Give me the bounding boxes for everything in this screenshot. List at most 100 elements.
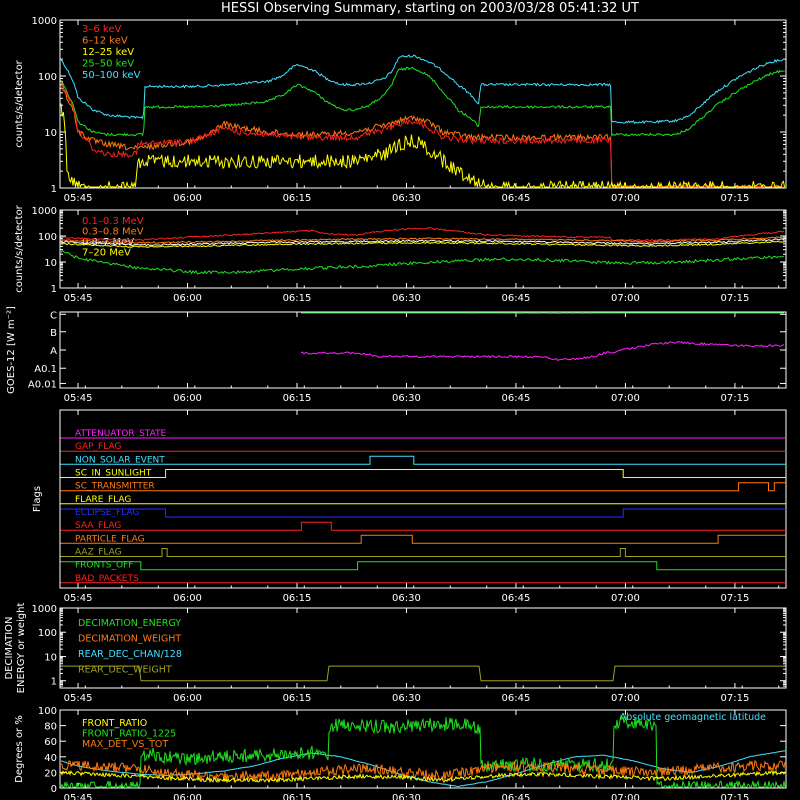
y-tick-label: 1 xyxy=(51,184,57,195)
flag-label: SAA_FLAG xyxy=(75,521,121,531)
flag-trace xyxy=(60,469,786,478)
series-line xyxy=(61,240,785,248)
figure-title: HESSI Observing Summary, starting on 200… xyxy=(221,1,639,16)
flag-label: SC_TRANSMITTER xyxy=(75,482,155,492)
x-tick-label: 06:00 xyxy=(173,693,202,704)
x-tick-label: 05:45 xyxy=(64,293,93,304)
y-axis-label: ENERGY or weight xyxy=(16,603,27,694)
x-tick-label: 06:30 xyxy=(392,593,421,604)
x-tick-label: 06:15 xyxy=(283,293,312,304)
flag-trace xyxy=(60,534,786,544)
series-line xyxy=(60,54,785,125)
panel-ratios: 05:45 06:00 06:15 06:30 06:45 07:00 07:15 0 20 40… xyxy=(14,706,787,800)
flag-label: SC_IN_SUNLIGHT xyxy=(75,469,152,479)
y-tick-label: 100 xyxy=(38,706,57,717)
x-tick-label: 05:45 xyxy=(64,193,93,204)
y-tick-label: 80 xyxy=(44,722,57,733)
panels: 05:45 06:00 06:15 06:30 06:45 07:00 07:1511010… xyxy=(4,16,787,800)
flag-trace xyxy=(60,508,786,518)
legend-entry: DECIMATION_WEIGHT xyxy=(78,634,181,645)
x-tick-label: 06:15 xyxy=(283,693,312,704)
panel-flags: 05:45 06:00 06:15 06:30 06:45 07:00 07:15 ATTEN… xyxy=(32,409,787,604)
x-tick-label: 06:15 xyxy=(283,593,312,604)
x-tick-label: 06:00 xyxy=(173,393,202,404)
y-axis-label: counts/s/detector xyxy=(14,59,25,147)
y-tick-label: 0 xyxy=(51,784,57,795)
y-tick-label: 1000 xyxy=(32,16,57,27)
legend-entry: 12–25 keV xyxy=(82,47,134,58)
legend-entry: 0.1–0.3 MeV xyxy=(82,216,144,227)
legend-entry: 25–50 keV xyxy=(82,59,134,70)
legend-entry: FRONT_RATIO xyxy=(82,718,147,729)
x-tick-label: 06:45 xyxy=(502,593,531,604)
flag-trace xyxy=(60,521,786,531)
x-tick-label: 07:15 xyxy=(720,593,749,604)
y-tick-label: A0.1 xyxy=(34,364,57,375)
flag-label: FLARE_FLAG xyxy=(75,495,131,505)
panel-high-energy: 05:45 06:00 06:15 06:30 06:45 07:00 07:15 1 10 10… xyxy=(14,204,787,304)
y-axis-label: GOES-12 [W m⁻²] xyxy=(6,306,17,394)
y-axis-label: Flags xyxy=(32,486,43,512)
x-tick-label: 07:15 xyxy=(720,193,749,204)
flag-label: NON_SOLAR_EVENT xyxy=(75,455,165,465)
y-tick-label: 60 xyxy=(44,737,57,748)
x-tick-label: 06:45 xyxy=(502,793,531,800)
y-axis-label: Degrees or % xyxy=(14,715,25,783)
series-line xyxy=(60,85,785,188)
panel-frame xyxy=(59,607,787,689)
x-tick-label: 07:00 xyxy=(611,693,640,704)
flag-label: ECLIPSE_FLAG xyxy=(75,508,139,518)
y-tick-label: 1 xyxy=(51,284,57,295)
x-tick-label: 06:30 xyxy=(392,293,421,304)
x-tick-label: 06:15 xyxy=(283,793,312,800)
y-tick-label: 100 xyxy=(38,628,57,639)
panel-frame xyxy=(59,209,787,289)
series-line xyxy=(60,715,786,789)
legend-entry: 0.8–7 MeV xyxy=(82,237,134,248)
series-line xyxy=(60,103,786,189)
legend-entry: 3–6 keV xyxy=(82,24,121,35)
series-line xyxy=(60,227,785,242)
x-tick-label: 07:15 xyxy=(720,693,749,704)
y-axis-label: counts/s/detector xyxy=(14,204,25,292)
x-tick-label: 06:30 xyxy=(392,193,421,204)
legend-entry: DECIMATION_ENERGY xyxy=(78,618,181,629)
panel-frame xyxy=(59,19,787,189)
x-tick-label: 06:00 xyxy=(173,593,202,604)
x-tick-label: 06:45 xyxy=(502,293,531,304)
annotation-label: Absolute geomagnetic latitude xyxy=(620,712,766,723)
legend-entry: 50–100 keV xyxy=(82,70,141,81)
x-tick-label: 07:00 xyxy=(611,393,640,404)
flag-label: AAZ_FLAG xyxy=(75,548,122,558)
series-line xyxy=(60,236,785,244)
x-tick-label: 05:45 xyxy=(64,693,93,704)
panel-decimation: 05:45 06:00 06:15 06:30 06:45 07:00 07:15 1 10 10… xyxy=(4,603,787,704)
x-tick-label: 06:00 xyxy=(173,793,202,800)
legend-entry: REAR_DEC_CHAN/128 xyxy=(78,649,182,660)
y-tick-label: 40 xyxy=(44,753,57,764)
panel-frame xyxy=(59,709,787,789)
y-axis-label: DECIMATION xyxy=(4,616,15,679)
y-tick-label: 1000 xyxy=(32,604,57,615)
flag-trace xyxy=(60,561,786,571)
x-tick-label: 06:00 xyxy=(173,293,202,304)
y-tick-label: 100 xyxy=(38,72,57,83)
x-tick-label: 06:15 xyxy=(283,393,312,404)
flag-label: GAP_FLAG xyxy=(75,442,121,452)
y-tick-label: C xyxy=(50,310,57,321)
x-tick-label: 06:15 xyxy=(283,193,312,204)
legend-entry: 7–20 MeV xyxy=(82,248,131,259)
panel-frame xyxy=(59,311,787,389)
series-line xyxy=(60,250,785,275)
y-tick-label: A0.01 xyxy=(28,379,57,390)
y-tick-label: 10 xyxy=(44,652,57,663)
series-line xyxy=(61,665,785,682)
x-tick-label: 06:30 xyxy=(392,693,421,704)
flag-label: PARTICLE_FLAG xyxy=(75,534,145,544)
x-tick-label: 06:30 xyxy=(392,793,421,800)
y-tick-label: 1 xyxy=(51,677,57,688)
y-tick-label: A xyxy=(50,346,57,357)
x-tick-label: 07:15 xyxy=(720,393,749,404)
y-tick-label: 20 xyxy=(44,768,57,779)
